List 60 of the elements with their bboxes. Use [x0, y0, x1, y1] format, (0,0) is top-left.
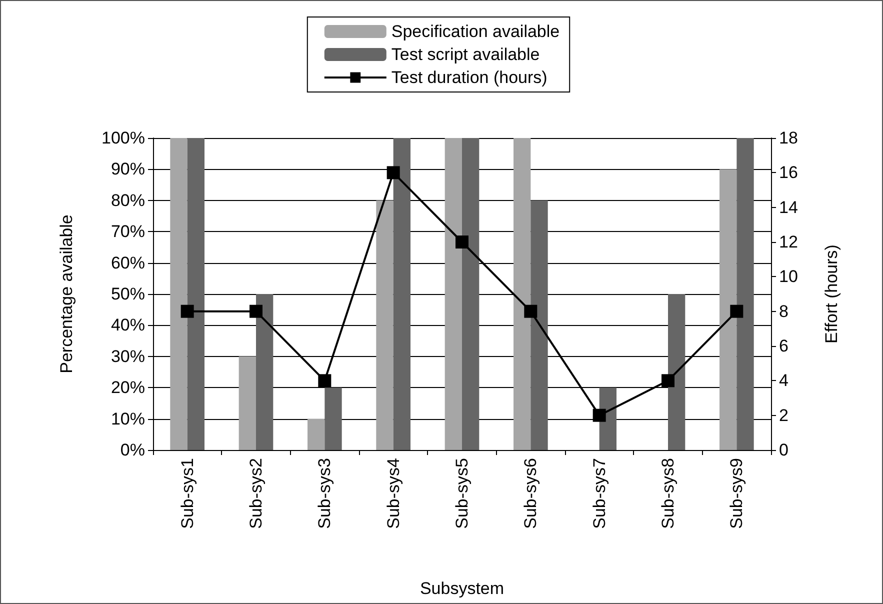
bar — [238, 356, 256, 450]
point — [250, 304, 262, 318]
y-tick-label: 20% — [110, 378, 145, 398]
y-tick-label: 70% — [110, 222, 145, 242]
bar — [668, 294, 686, 450]
point — [180, 304, 194, 318]
y2-tick-label: 4 — [779, 371, 788, 390]
y2-tick-label: 18 — [779, 128, 798, 148]
point — [386, 166, 400, 180]
bar — [393, 138, 410, 450]
y-tick-label: 60% — [110, 253, 145, 272]
x-tick-label: Sub-sys7 — [590, 458, 609, 529]
y2-tick-label: 14 — [779, 198, 798, 217]
point — [524, 304, 538, 318]
y2-axis-title: Effort (hours) — [822, 244, 841, 344]
bar — [187, 138, 204, 450]
bar — [376, 200, 394, 450]
legend-label: Specification available — [391, 22, 560, 41]
x-axis-title: Subsystem — [420, 579, 504, 598]
y2-tick-label: 16 — [779, 163, 798, 182]
bar — [514, 138, 531, 450]
point — [456, 236, 468, 248]
y2-tick-label: 0 — [779, 440, 788, 460]
point — [662, 374, 674, 388]
bar — [462, 138, 480, 450]
bar — [530, 200, 548, 450]
x-tick-label: Sub-sys6 — [521, 458, 540, 529]
y2-tick-label: 10 — [779, 267, 798, 286]
x-tick-label: Sub-sys9 — [727, 458, 746, 529]
point — [592, 408, 606, 422]
y2-tick-label: 8 — [779, 302, 788, 321]
y2-tick-label: 6 — [779, 336, 788, 356]
x-tick-label: Sub-sys1 — [178, 458, 197, 529]
y2-tick-label: 2 — [779, 406, 788, 425]
y-tick-label: 50% — [110, 284, 145, 304]
bar — [256, 294, 274, 450]
y2-tick-label: 12 — [779, 232, 798, 252]
y-tick-label: 80% — [110, 190, 145, 210]
bar — [308, 418, 325, 450]
bar — [170, 138, 188, 450]
y-tick-label: 40% — [110, 316, 145, 335]
x-tick-label: Sub-sys2 — [246, 458, 266, 529]
y-tick-label: 10% — [110, 409, 145, 428]
x-tick-label: Sub-sys3 — [315, 458, 334, 529]
y-tick-label: 90% — [110, 160, 145, 179]
bar — [736, 138, 754, 450]
legend-label: Test duration (hours) — [391, 68, 548, 87]
y-tick-label: 30% — [110, 346, 145, 366]
bar — [324, 388, 342, 450]
x-tick-label: Sub-sys4 — [384, 458, 403, 529]
y-axis-title: Percentage available — [57, 214, 76, 374]
point — [730, 304, 744, 318]
bar — [720, 169, 737, 450]
x-tick-label: Sub-sys8 — [658, 458, 678, 529]
bar — [444, 138, 462, 450]
y-tick-label: 100% — [102, 128, 145, 148]
x-tick-label: Sub-sys5 — [452, 458, 472, 529]
y-tick-label: 0% — [120, 440, 145, 460]
legend-label: Test script available — [391, 45, 540, 64]
point — [318, 374, 332, 388]
